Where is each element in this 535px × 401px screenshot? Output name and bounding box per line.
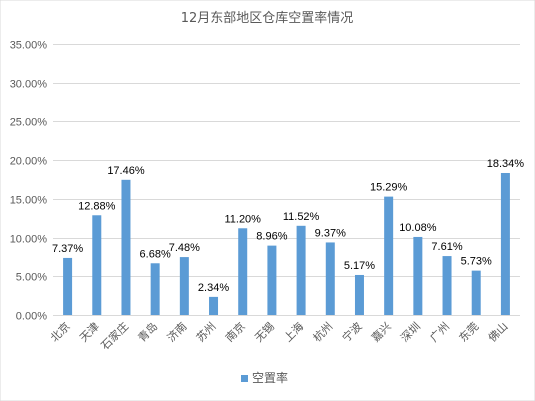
bar — [296, 225, 306, 315]
bars — [63, 172, 510, 315]
data-label: 12.88% — [78, 200, 116, 212]
data-label: 9.37% — [315, 227, 346, 239]
bar — [267, 245, 277, 315]
bar — [384, 196, 394, 315]
data-label: 2.34% — [198, 282, 229, 294]
data-label: 8.96% — [256, 231, 287, 243]
legend: 空置率 — [241, 370, 288, 385]
legend-label: 空置率 — [252, 370, 288, 385]
bar — [442, 256, 452, 315]
data-labels: 7.37% 12.88% 17.46% 6.68%7.48% 2.34% 11.20% 8.… — [52, 158, 524, 294]
y-tick-label: 35.00% — [10, 40, 48, 52]
bar — [354, 274, 364, 315]
bar — [179, 257, 189, 315]
data-label: 18.34% — [487, 158, 525, 170]
bar — [238, 228, 248, 315]
bar — [63, 257, 73, 315]
data-label: 7.37% — [52, 243, 83, 255]
y-tick-label: 20.00% — [10, 156, 48, 168]
bar — [209, 296, 219, 315]
y-tick-label: 5.00% — [16, 272, 47, 284]
y-tick-label: 25.00% — [10, 117, 48, 129]
data-label: 15.29% — [370, 182, 408, 194]
data-label: 7.61% — [431, 241, 462, 253]
bar — [150, 263, 160, 315]
y-tick-label: 10.00% — [10, 234, 48, 246]
data-label: 11.20% — [224, 213, 261, 225]
y-tick-label: 30.00% — [10, 79, 48, 91]
data-label: 5.73% — [461, 256, 492, 268]
gridlines — [53, 44, 520, 316]
y-tick-label: 15.00% — [10, 195, 48, 207]
chart-title: 12月东部地区仓库空置率情况 — [181, 10, 354, 26]
data-label: 5.17% — [344, 260, 375, 272]
y-axis: 0.00% 5.00% 10.00% 15.00% 20.00% 25.00% 30.00%… — [10, 40, 48, 323]
data-label: 11.52% — [283, 211, 320, 223]
bar — [500, 172, 510, 315]
legend-swatch — [241, 375, 248, 382]
data-label: 7.48% — [169, 242, 200, 254]
bar — [325, 242, 335, 315]
bar — [92, 215, 102, 315]
bar — [121, 179, 131, 315]
data-label: 6.68% — [140, 248, 171, 260]
bar — [471, 270, 481, 315]
y-tick-label: 0.00% — [16, 311, 47, 323]
data-label: 17.46% — [107, 165, 145, 177]
data-label: 10.08% — [399, 222, 437, 234]
bar — [413, 236, 423, 315]
